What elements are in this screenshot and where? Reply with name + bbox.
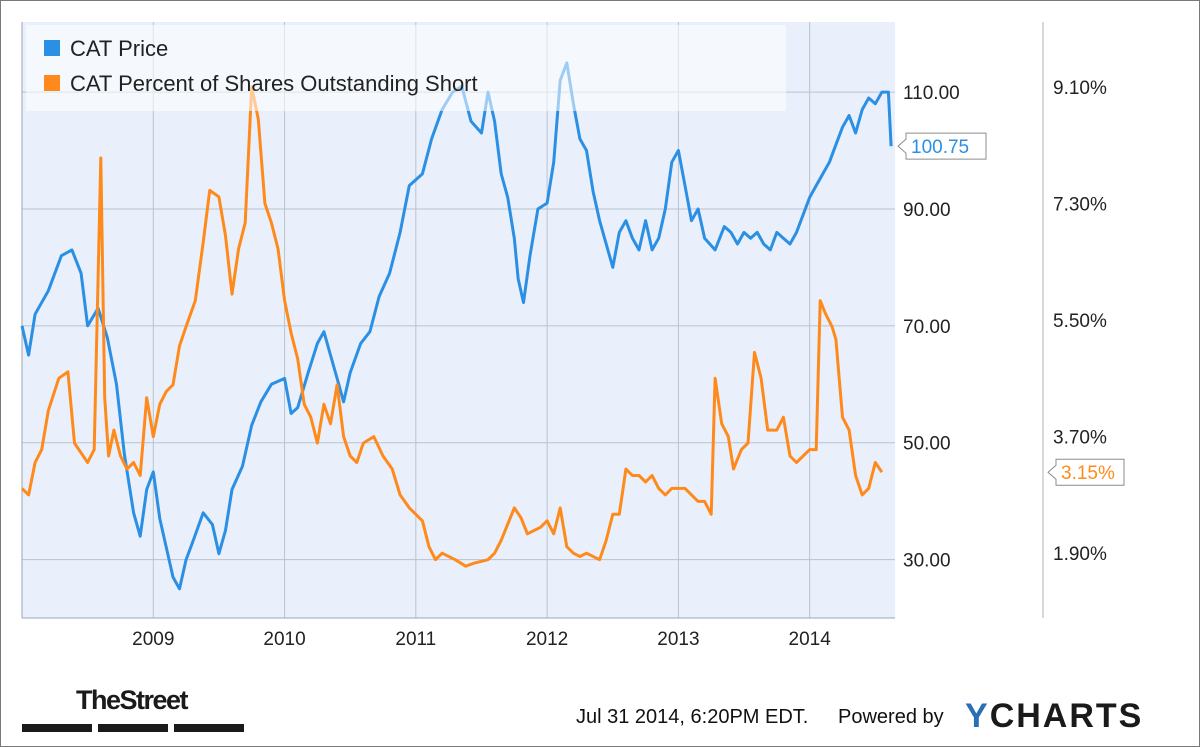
ycharts-logo-text: CHARTS — [989, 697, 1144, 735]
thestreet-logo-text: TheStreet — [76, 685, 189, 715]
x-tick-label: 2010 — [263, 629, 305, 650]
thestreet-logo-bar — [174, 724, 244, 732]
callout-box — [897, 132, 987, 160]
thestreet-logo-bar — [98, 724, 168, 732]
series-lines — [20, 61, 893, 591]
thestreet-logo: TheStreet — [22, 683, 244, 735]
x-tick-label: 2013 — [657, 629, 699, 650]
y-right-tick-label: 7.30% — [1053, 194, 1107, 215]
ycharts-logo[interactable]: YCHARTS — [965, 697, 1143, 736]
y-right-tick-label: 9.10% — [1053, 78, 1107, 99]
powered-by-text: Powered by — [838, 706, 944, 728]
legend: CAT Price CAT Percent of Shares Outstandi… — [26, 25, 786, 111]
y-left-tick-label: 110.00 — [903, 83, 960, 104]
series-line — [20, 85, 884, 568]
axes: 2009 2010 2011 2012 2013 2014 110.00 90.00 70.00… — [21, 22, 1107, 650]
last-value-callout: 100.75 — [897, 132, 987, 160]
callout-box — [1047, 458, 1125, 486]
x-tick-label: 2011 — [395, 629, 436, 650]
value-labels: 100.75 3.15% — [897, 132, 1125, 486]
legend-swatch — [44, 75, 60, 91]
y-right-tick-label: 5.50% — [1053, 311, 1107, 332]
legend-label: CAT Percent of Shares Outstanding Short — [70, 71, 478, 96]
ycharts-logo-y: Y — [965, 697, 990, 735]
legend-background — [26, 25, 786, 111]
last-value-label: 100.75 — [911, 137, 969, 158]
y-left-tick-label: 30.00 — [903, 551, 951, 572]
thestreet-logo-bar — [22, 724, 92, 732]
series-line — [20, 61, 893, 591]
timestamp: Jul 31 2014, 6:20PM EDT. — [576, 706, 809, 728]
y-right-tick-label: 3.70% — [1053, 428, 1107, 449]
plot-background — [22, 22, 895, 618]
x-tick-label: 2012 — [526, 629, 568, 650]
y-right-tick-label: 1.90% — [1053, 544, 1107, 565]
legend-swatch — [44, 40, 60, 56]
y-left-tick-label: 50.00 — [903, 434, 951, 455]
legend-label: CAT Price — [70, 36, 168, 61]
last-value-callout: 3.15% — [1047, 458, 1125, 486]
x-tick-label: 2009 — [132, 629, 174, 650]
y-left-tick-label: 70.00 — [903, 317, 951, 338]
y-left-tick-label: 90.00 — [903, 200, 951, 221]
last-value-label: 3.15% — [1061, 463, 1115, 484]
x-tick-label: 2014 — [789, 629, 832, 650]
